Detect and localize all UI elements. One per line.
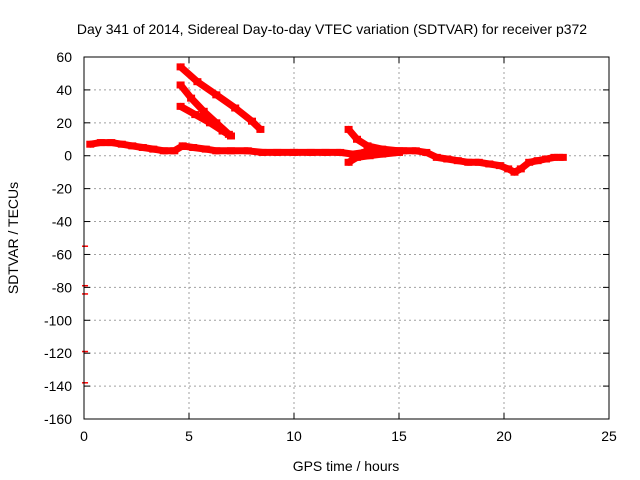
- data-point: [399, 147, 408, 155]
- data-point: [443, 155, 452, 163]
- data-point: [321, 148, 330, 156]
- tick-labels: 0 5 10 15 20 25 -160 -140 -120 -100 -80 -60 -40 -20 0 2…: [44, 49, 617, 444]
- chart-title: Day 341 of 2014, Sidereal Day-to-day VTE…: [77, 21, 587, 37]
- data-point: [107, 139, 116, 147]
- data-point: [395, 148, 403, 156]
- data-point: [353, 135, 361, 143]
- data-point: [353, 153, 361, 161]
- data-point: [212, 91, 221, 99]
- data-point: [138, 144, 147, 151]
- data-point: [227, 147, 235, 155]
- grid-lines: [84, 57, 609, 419]
- data-point: [243, 147, 252, 155]
- data-point: [290, 148, 298, 156]
- data-point: [128, 142, 137, 150]
- data-point: [533, 157, 542, 165]
- data-point: [422, 148, 431, 156]
- data-point: [187, 94, 196, 102]
- data-point: [365, 152, 374, 160]
- y-axis-title: SDTVAR / TECUs: [5, 182, 21, 294]
- data-point: [558, 153, 567, 161]
- data-point: [256, 125, 265, 133]
- data-point: [516, 165, 525, 173]
- data-point: [361, 148, 370, 156]
- y-tick-label: -60: [52, 246, 72, 262]
- data-point: [411, 147, 420, 155]
- data-point: [170, 147, 179, 155]
- data-point: [159, 147, 168, 155]
- data-point: [149, 145, 158, 153]
- data-point: [178, 142, 187, 150]
- x-tick-label: 15: [391, 428, 407, 444]
- y-tick-label: 60: [56, 49, 72, 65]
- data-point: [504, 165, 513, 173]
- data-point: [550, 153, 559, 161]
- data-point: [86, 140, 95, 148]
- x-axis-title: GPS time / hours: [293, 458, 400, 474]
- data-point: [191, 111, 200, 119]
- y-tick-label: -40: [52, 214, 72, 230]
- y-tick-label: -20: [52, 181, 72, 197]
- y-tick-label: -140: [44, 378, 72, 394]
- plot-frame: [83, 56, 610, 420]
- y-tick-label: -100: [44, 312, 72, 328]
- data-point: [378, 150, 387, 158]
- data-point: [432, 153, 441, 161]
- data-point: [117, 140, 126, 148]
- y-tick-label: -160: [44, 411, 72, 427]
- y-tick-label: -120: [44, 345, 72, 361]
- y-tick-label: 0: [64, 148, 72, 164]
- data-point: [495, 162, 504, 170]
- x-tick-label: 25: [601, 428, 617, 444]
- data-point: [176, 102, 185, 110]
- data-point: [363, 142, 372, 150]
- data-point: [378, 145, 387, 153]
- data-marks: [82, 63, 567, 384]
- y-tick-label: -80: [52, 279, 72, 295]
- data-point: [510, 168, 519, 176]
- x-tick-label: 10: [286, 428, 302, 444]
- data-point: [176, 81, 185, 89]
- data-point: [218, 127, 227, 135]
- data-point: [199, 107, 208, 115]
- data-point: [273, 148, 282, 156]
- data-point: [212, 147, 221, 155]
- data-point: [485, 160, 494, 168]
- data-point: [542, 155, 550, 163]
- data-point: [525, 158, 534, 166]
- data-point: [176, 63, 185, 71]
- data-point: [348, 150, 357, 158]
- data-point: [189, 144, 198, 151]
- data-point: [453, 157, 462, 165]
- data-point: [201, 145, 210, 153]
- y-tick-label: 20: [56, 115, 72, 131]
- data-point: [193, 78, 202, 86]
- data-point: [258, 148, 267, 156]
- data-point: [248, 117, 256, 125]
- x-tick-label: 20: [496, 428, 512, 444]
- data-point: [344, 158, 353, 166]
- data-point: [344, 125, 353, 133]
- data-point: [96, 139, 105, 147]
- x-tick-label: 0: [80, 428, 88, 444]
- data-point: [227, 132, 235, 140]
- data-point: [336, 148, 345, 156]
- x-tick-label: 5: [185, 428, 193, 444]
- data-point: [206, 119, 214, 127]
- data-point: [474, 158, 483, 166]
- data-point: [464, 158, 473, 166]
- data-point: [306, 148, 315, 156]
- y-tick-label: 40: [56, 82, 72, 98]
- data-point: [231, 104, 240, 112]
